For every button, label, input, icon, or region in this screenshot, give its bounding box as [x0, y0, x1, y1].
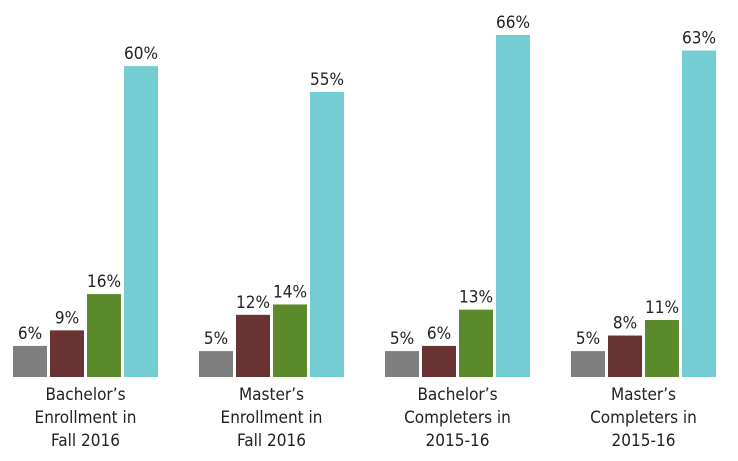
category-label: Bachelor’s: [45, 385, 125, 405]
value-label: 6%: [427, 324, 451, 344]
bar: [199, 351, 233, 377]
bar: [273, 304, 307, 377]
bar: [459, 309, 493, 377]
value-label: 8%: [613, 314, 637, 334]
bar: [608, 335, 642, 377]
category-label: Enrollment in: [221, 408, 323, 428]
value-label: 12%: [236, 293, 270, 313]
bar: [236, 314, 270, 377]
value-label: 5%: [390, 329, 414, 349]
category-label: Completers in: [404, 408, 511, 428]
value-label: 16%: [87, 272, 121, 292]
bar: [422, 345, 456, 377]
value-label: 9%: [55, 308, 79, 328]
value-label: 6%: [18, 324, 42, 344]
category-label: 2015-16: [426, 431, 490, 451]
category-label: Enrollment in: [35, 408, 137, 428]
bar: [571, 351, 605, 377]
category-label: Fall 2016: [51, 431, 120, 451]
value-label: 55%: [310, 70, 344, 90]
value-label: 63%: [682, 29, 716, 49]
value-label: 11%: [645, 298, 679, 318]
bar: [50, 330, 84, 377]
bar: [645, 320, 679, 377]
bar: [87, 294, 121, 377]
bar: [13, 345, 47, 377]
category-label: Master’s: [239, 385, 304, 405]
bar: [385, 351, 419, 377]
value-label: 5%: [204, 329, 228, 349]
category-label: 2015-16: [612, 431, 676, 451]
bar: [682, 50, 716, 377]
category-label: Completers in: [590, 408, 697, 428]
category-label: Master’s: [611, 385, 676, 405]
value-label: 60%: [124, 44, 158, 64]
bar: [310, 92, 344, 377]
category-label: Bachelor’s: [417, 385, 497, 405]
bar: [496, 35, 530, 377]
value-label: 14%: [273, 282, 307, 302]
value-label: 5%: [576, 329, 600, 349]
bar: [124, 66, 158, 377]
value-label: 13%: [459, 288, 493, 308]
value-label: 66%: [496, 13, 530, 33]
category-label: Fall 2016: [237, 431, 306, 451]
